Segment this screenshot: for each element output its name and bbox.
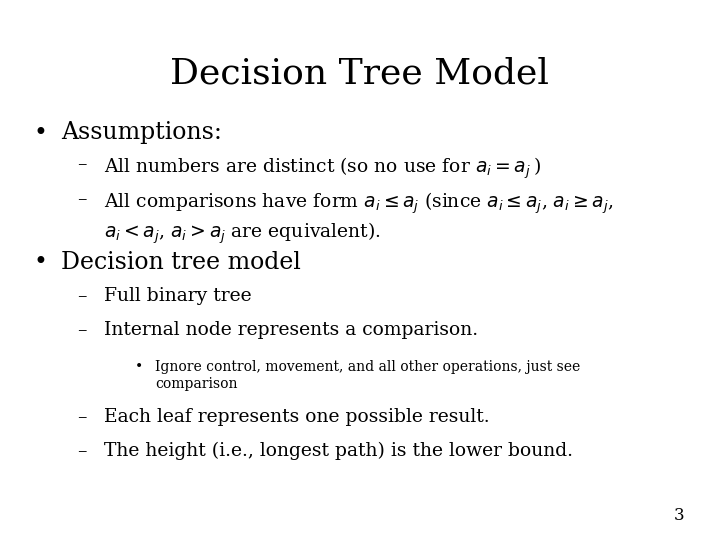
- Text: –: –: [77, 408, 86, 426]
- Text: 3: 3: [673, 507, 684, 524]
- Text: Decision tree model: Decision tree model: [61, 251, 301, 274]
- Text: –: –: [77, 156, 86, 173]
- Text: •: •: [135, 360, 143, 374]
- Text: Ignore control, movement, and all other operations, just see
comparison: Ignore control, movement, and all other …: [155, 360, 580, 392]
- Text: All comparisons have form $a_i \leq a_j$ (since $a_i \leq a_j$, $a_i \geq a_j$,
: All comparisons have form $a_i \leq a_j$…: [104, 190, 614, 246]
- Text: –: –: [77, 190, 86, 208]
- Text: –: –: [77, 442, 86, 460]
- Text: Each leaf represents one possible result.: Each leaf represents one possible result…: [104, 408, 490, 426]
- Text: •: •: [34, 122, 48, 145]
- Text: –: –: [77, 321, 86, 339]
- Text: All numbers are distinct (so no use for $a_i = a_j$ ): All numbers are distinct (so no use for …: [104, 156, 541, 181]
- Text: Internal node represents a comparison.: Internal node represents a comparison.: [104, 321, 479, 339]
- Text: Decision Tree Model: Decision Tree Model: [171, 57, 549, 91]
- Text: The height (i.e., longest path) is the lower bound.: The height (i.e., longest path) is the l…: [104, 442, 573, 460]
- Text: Full binary tree: Full binary tree: [104, 287, 252, 305]
- Text: –: –: [77, 287, 86, 305]
- Text: •: •: [34, 251, 48, 274]
- Text: Assumptions:: Assumptions:: [61, 122, 222, 145]
